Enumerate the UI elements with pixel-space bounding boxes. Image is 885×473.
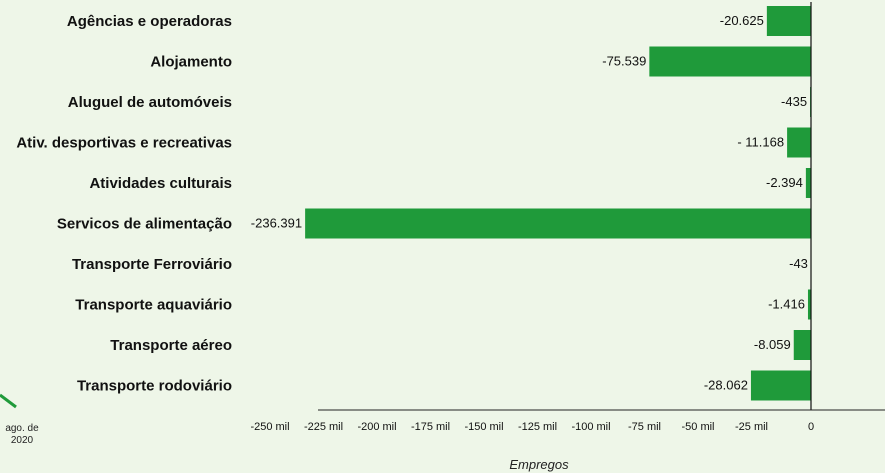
bar bbox=[305, 208, 811, 239]
data-label: -28.062 bbox=[704, 378, 748, 393]
data-labels: -20.625 -75.539 -435 - 11.168 -2.394 -236.391… bbox=[251, 13, 808, 393]
category-label: Transporte aquaviário bbox=[75, 297, 232, 314]
data-label: - 11.168 bbox=[737, 135, 784, 150]
bar bbox=[787, 127, 811, 158]
category-label: Ativ. desportivas e recreativas bbox=[16, 135, 232, 152]
data-label: -435 bbox=[781, 94, 807, 109]
data-label: -75.539 bbox=[602, 54, 646, 69]
bar bbox=[805, 168, 811, 198]
data-label: -8.059 bbox=[754, 337, 791, 352]
category-label: Atividades culturais bbox=[89, 175, 232, 192]
bars bbox=[305, 6, 812, 401]
x-tick-labels: -250 mil -225 mil -200 mil -175 mil -150 mil… bbox=[250, 421, 814, 433]
data-label: -20.625 bbox=[720, 13, 764, 28]
bar bbox=[793, 330, 811, 360]
bar bbox=[649, 46, 811, 77]
category-label: Transporte rodoviário bbox=[77, 378, 232, 395]
bar bbox=[807, 289, 811, 320]
x-tick-label: -250 mil bbox=[250, 421, 289, 433]
category-label: Transporte Ferroviário bbox=[72, 256, 232, 273]
x-tick-label: -75 mil bbox=[628, 421, 661, 433]
category-labels: Agências e operadoras Alojamento Aluguel d… bbox=[16, 13, 232, 395]
data-label: -2.394 bbox=[766, 175, 803, 190]
data-label: -1.416 bbox=[768, 297, 805, 312]
x-tick-label: 0 bbox=[808, 421, 814, 433]
side-note-line1: ago. de bbox=[5, 423, 39, 434]
side-note-line2: 2020 bbox=[11, 435, 34, 446]
category-label: Agências e operadoras bbox=[67, 13, 232, 30]
category-label: Transporte aéreo bbox=[110, 337, 232, 354]
category-label: Servicos de alimentação bbox=[57, 216, 232, 233]
x-axis-title: Empregos bbox=[509, 457, 569, 472]
x-tick-label: -150 mil bbox=[464, 421, 503, 433]
side-chart-line-fragment bbox=[0, 393, 17, 409]
data-label: -236.391 bbox=[251, 216, 302, 231]
x-tick-label: -100 mil bbox=[571, 421, 610, 433]
x-tick-label: -225 mil bbox=[304, 421, 343, 433]
x-tick-label: -125 mil bbox=[518, 421, 557, 433]
category-label: Aluguel de automóveis bbox=[68, 94, 232, 111]
bar bbox=[766, 6, 811, 36]
category-label: Alojamento bbox=[150, 54, 232, 71]
x-tick-label: -175 mil bbox=[411, 421, 450, 433]
x-tick-label: -50 mil bbox=[681, 421, 714, 433]
x-tick-label: -25 mil bbox=[735, 421, 768, 433]
bar bbox=[750, 370, 811, 401]
data-label: -43 bbox=[789, 256, 808, 271]
x-tick-label: -200 mil bbox=[357, 421, 396, 433]
